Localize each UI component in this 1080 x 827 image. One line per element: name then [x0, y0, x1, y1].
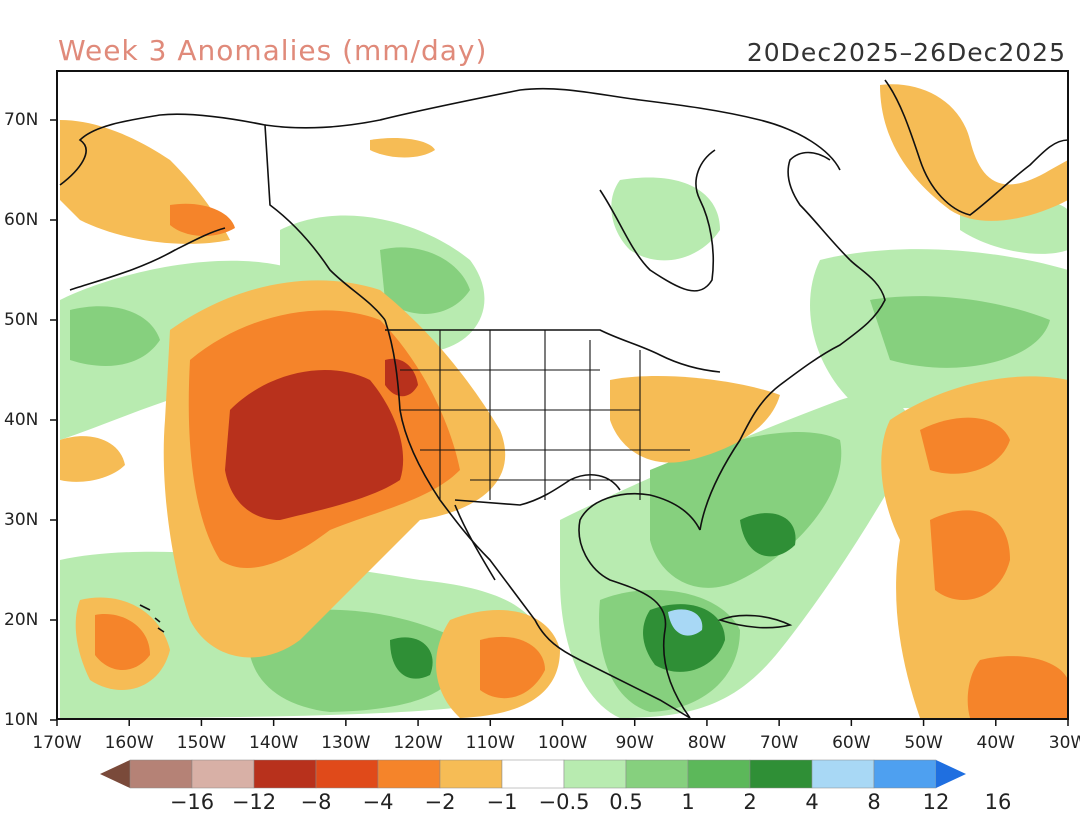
dry-patch-light [610, 375, 780, 463]
colorbar-swatch [749, 759, 813, 789]
lat-label: 50N [4, 310, 39, 330]
labrador-coast [787, 151, 851, 261]
dry-patch-dark [225, 370, 404, 520]
wet-patch-blue [668, 609, 703, 636]
lon-label: 130W [321, 733, 371, 753]
colorbar-label: 0.5 [609, 790, 643, 814]
hawaii [139, 604, 165, 633]
lat-label: 30N [4, 510, 39, 530]
greenland-coast [884, 79, 1069, 216]
dry-patch-dark [385, 358, 418, 397]
colorbar-label: 2 [743, 790, 757, 814]
dry-patch-light [60, 436, 125, 482]
lon-label: 150W [176, 733, 227, 753]
map-title: Week 3 Anomalies (mm/day) [58, 34, 488, 67]
lon-label: 60W [832, 733, 871, 753]
colorbar-swatch [439, 759, 503, 789]
colorbar-swatch [191, 759, 255, 789]
colorbar-swatch [811, 759, 875, 789]
colorbar-label: −12 [231, 790, 277, 814]
colorbar [100, 759, 966, 789]
colorbar-swatch [253, 759, 317, 789]
colorbar-label: 4 [805, 790, 819, 814]
lon-label: 70W [759, 733, 799, 753]
colorbar-label: 8 [867, 790, 881, 814]
colorbar-label: 1 [681, 790, 695, 814]
lon-label: 170W [32, 733, 82, 753]
wet-patch-medium [380, 247, 470, 314]
colorbar-swatch [625, 759, 689, 789]
dry-patch-medium [480, 636, 545, 699]
colorbar-max-arrow [936, 760, 966, 788]
colorbar-swatch [501, 759, 565, 789]
lon-label: 90W [615, 733, 654, 753]
cuba [717, 614, 793, 629]
lat-label: 60N [4, 210, 39, 230]
colorbar-swatch [687, 759, 751, 789]
dry-patch-medium [920, 417, 1010, 474]
dry-patch-medium [95, 614, 150, 670]
dry-patch-medium [967, 656, 1068, 718]
anomaly-shading [60, 84, 1068, 718]
lat-label: 70N [4, 110, 39, 130]
lon-label: 40W [976, 733, 1016, 753]
lon-label: 80W [687, 733, 727, 753]
aleutians [69, 227, 226, 291]
colorbar-label: −2 [424, 790, 456, 814]
axis-ticks [50, 119, 1069, 726]
dry-patch-light [370, 138, 435, 158]
colorbar-swatch [377, 759, 441, 789]
canada-arctic-coast [264, 87, 841, 171]
colorbar-label: 12 [922, 790, 950, 814]
east-coast [699, 259, 886, 531]
colorbar-swatch [315, 759, 379, 789]
lon-label: 30W [1048, 733, 1080, 753]
lon-label: 50W [904, 733, 943, 753]
colorbar-label: −16 [169, 790, 215, 814]
dry-patch-medium [170, 203, 235, 236]
date-range: 20Dec2025–26Dec2025 [746, 38, 1066, 67]
colorbar-swatch [129, 759, 193, 789]
gulf-coast [578, 492, 701, 719]
colorbar-label: 16 [984, 790, 1012, 814]
lon-label: 120W [393, 733, 443, 753]
lat-label: 40N [4, 410, 39, 430]
us-state-grid [400, 330, 690, 500]
colorbar-min-arrow [100, 760, 130, 788]
hudson-bay [599, 149, 716, 292]
alaska-coast [59, 113, 386, 321]
canada-us-border [385, 329, 721, 373]
wet-patch-medium [650, 431, 842, 588]
colorbar-label: −0.5 [538, 790, 590, 814]
colorbar-label: −8 [300, 790, 332, 814]
coastlines [59, 79, 1069, 719]
dry-patch-light [880, 84, 1068, 221]
lon-label: 110W [465, 733, 515, 753]
wet-patch-dark [740, 513, 796, 557]
wet-patch-light [280, 215, 485, 350]
colorbar-swatch [873, 759, 937, 789]
wet-patch-medium [870, 296, 1050, 368]
colorbar-label: −4 [362, 790, 394, 814]
wet-patch-light [611, 177, 720, 261]
baja [454, 504, 496, 581]
lat-label: 20N [4, 610, 39, 630]
west-coast [384, 319, 691, 719]
wet-patch-dark [390, 637, 433, 679]
wet-patch-medium [70, 306, 160, 366]
lon-label: 100W [537, 733, 588, 753]
dry-patch-medium [930, 510, 1010, 600]
colorbar-swatch [563, 759, 627, 789]
lon-label: 160W [104, 733, 154, 753]
lon-label: 140W [249, 733, 299, 753]
lat-label: 10N [4, 710, 39, 730]
colorbar-label: −1 [486, 790, 518, 814]
